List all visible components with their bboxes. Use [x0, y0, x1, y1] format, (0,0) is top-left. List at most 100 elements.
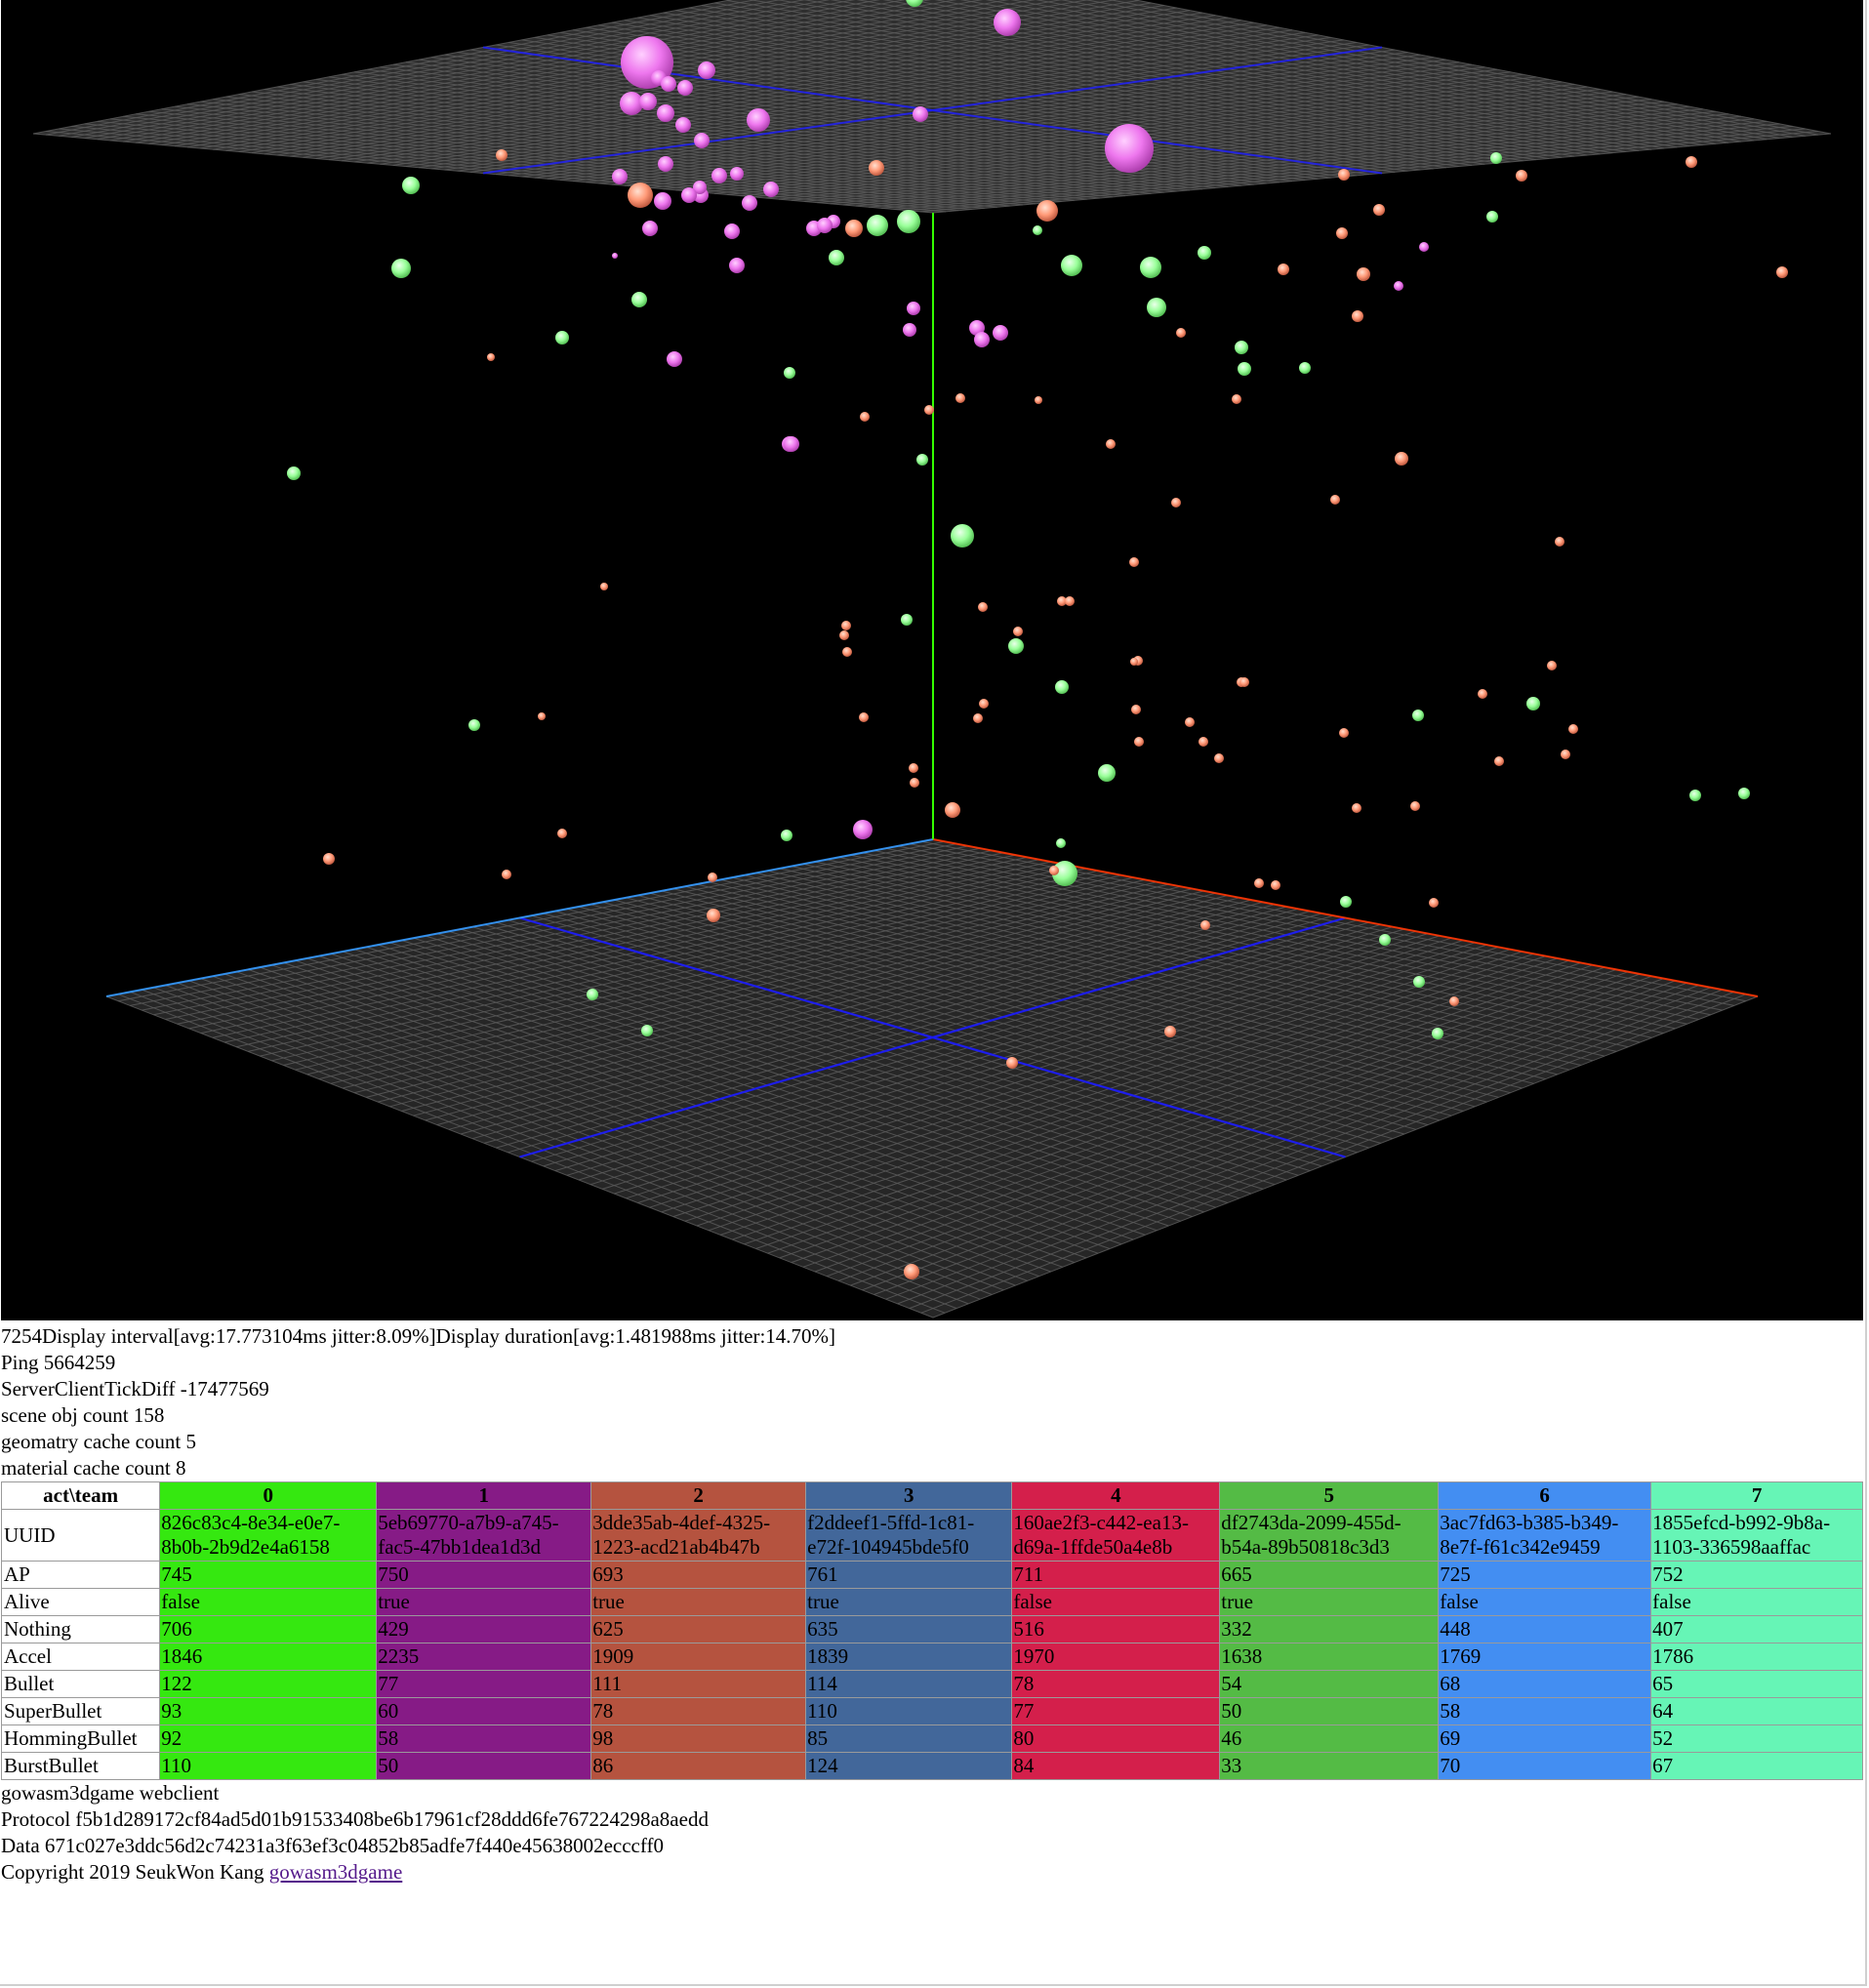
- pink-ball: [661, 76, 676, 92]
- pink-ball: [657, 104, 674, 122]
- stat-row-uuid: UUID 826c83c4-8e34-e0e7-8b0b-2b9d2e4a6158…: [0, 1509, 1863, 1562]
- salmon-ball: [496, 149, 508, 161]
- team-header-7: 7: [1650, 1481, 1863, 1510]
- green-ball: [402, 177, 420, 194]
- cell-uuid-team-6: 3ac7fd63-b385-b349-8e7f-f61c342e9459: [1438, 1509, 1652, 1562]
- green-ball: [1008, 638, 1024, 654]
- green-ball: [1379, 934, 1391, 946]
- cell-accel-team-5: 1638: [1219, 1643, 1440, 1671]
- green-ball: [1486, 211, 1498, 223]
- salmon-ball: [1410, 801, 1420, 811]
- cell-burstbullet-team-1: 50: [376, 1752, 592, 1780]
- salmon-ball: [1131, 705, 1141, 714]
- green-ball: [1526, 697, 1540, 710]
- game-3d-canvas[interactable]: [1, 0, 1863, 1320]
- salmon-ball: [1199, 737, 1208, 747]
- cell-ap-team-5: 665: [1219, 1561, 1440, 1589]
- cell-ap-team-4: 711: [1011, 1561, 1221, 1589]
- salmon-ball: [842, 647, 852, 657]
- green-ball: [1738, 788, 1750, 799]
- info-panel: 7254Display interval[avg:17.773104ms jit…: [0, 1323, 1863, 1886]
- stat-row-alive: Alive false true true true false true false fals…: [0, 1588, 1863, 1616]
- salmon-ball: [860, 412, 870, 422]
- cell-burstbullet-team-3: 124: [805, 1752, 1013, 1780]
- cell-accel-team-7: 1786: [1650, 1643, 1863, 1671]
- data-hash: Data 671c027e3ddc56d2c74231a3f63ef3c0485…: [1, 1834, 664, 1857]
- green-ball: [641, 1025, 653, 1036]
- cell-bullet-team-7: 65: [1650, 1670, 1863, 1698]
- cell-burstbullet-team-7: 67: [1650, 1752, 1863, 1780]
- salmon-ball: [1336, 227, 1348, 239]
- green-ball: [1490, 152, 1502, 164]
- pink-ball: [639, 93, 657, 110]
- cell-burstbullet-team-5: 33: [1219, 1752, 1440, 1780]
- cell-accel-team-1: 2235: [376, 1643, 592, 1671]
- cell-superbullet-team-7: 64: [1650, 1697, 1863, 1725]
- salmon-ball: [845, 220, 863, 237]
- salmon-ball: [708, 872, 717, 882]
- salmon-ball: [1357, 267, 1370, 281]
- cell-nothing-team-3: 635: [805, 1615, 1013, 1643]
- cell-alive-team-6: false: [1438, 1588, 1652, 1616]
- salmon-ball: [859, 712, 869, 722]
- salmon-ball: [1006, 1057, 1018, 1069]
- geometry-cache-count: geomatry cache count 5: [1, 1430, 196, 1453]
- ping-stats: Ping 5664259: [1, 1351, 116, 1374]
- cell-ap-team-7: 752: [1650, 1561, 1863, 1589]
- project-link[interactable]: gowasm3dgame: [268, 1860, 403, 1884]
- pink-ball: [677, 80, 693, 96]
- salmon-ball: [1339, 728, 1349, 738]
- salmon-ball: [1239, 677, 1249, 687]
- salmon-ball: [1547, 661, 1557, 670]
- salmon-ball: [979, 699, 989, 709]
- salmon-ball: [557, 829, 567, 838]
- cell-alive-team-2: true: [590, 1588, 807, 1616]
- green-ball: [1098, 764, 1116, 782]
- salmon-ball: [869, 160, 884, 176]
- pink-ball: [1394, 281, 1403, 291]
- pink-ball: [693, 181, 707, 194]
- cell-bullet-team-3: 114: [805, 1670, 1013, 1698]
- green-ball: [587, 989, 598, 1000]
- pink-ball: [1419, 242, 1429, 252]
- cell-hommingbullet-team-1: 58: [376, 1724, 592, 1753]
- salmon-ball: [1036, 200, 1058, 222]
- green-ball: [1689, 790, 1701, 801]
- salmon-ball: [1395, 452, 1408, 466]
- green-ball: [391, 259, 411, 278]
- cell-nothing-team-6: 448: [1438, 1615, 1652, 1643]
- top-grid-plane: [32, 0, 1832, 214]
- team-header-5: 5: [1219, 1481, 1440, 1510]
- green-ball: [906, 0, 923, 7]
- salmon-ball: [1429, 898, 1439, 908]
- tick-diff-stats: ServerClientTickDiff -17477569: [1, 1377, 269, 1400]
- salmon-ball: [1271, 880, 1280, 890]
- cell-alive-team-0: false: [159, 1588, 378, 1616]
- cell-alive-team-1: true: [376, 1588, 592, 1616]
- stat-row-bullet: Bullet 122 77 111 114 78 54 68 65: [0, 1670, 1863, 1698]
- salmon-ball: [707, 909, 720, 922]
- green-ball: [1412, 710, 1424, 721]
- game-objects: [287, 0, 1788, 1279]
- cell-hommingbullet-team-3: 85: [805, 1724, 1013, 1753]
- green-ball: [897, 210, 920, 233]
- pink-ball: [730, 167, 744, 181]
- row-label: HommingBullet: [0, 1724, 161, 1753]
- cell-alive-team-5: true: [1219, 1588, 1440, 1616]
- green-ball: [1235, 341, 1248, 354]
- green-ball: [951, 524, 974, 548]
- salmon-ball: [1185, 717, 1195, 727]
- footer: gowasm3dgame webclient Protocol f5b1d289…: [1, 1780, 1863, 1886]
- pink-ball: [817, 218, 833, 233]
- green-ball: [631, 292, 647, 307]
- team-header-0: 0: [159, 1481, 378, 1510]
- salmon-ball: [1561, 750, 1570, 759]
- cell-uuid-team-7: 1855efcd-b992-9b8a-1103-336598aaffac: [1650, 1509, 1863, 1562]
- cell-accel-team-6: 1769: [1438, 1643, 1652, 1671]
- pink-ball: [969, 320, 985, 336]
- row-label: Alive: [0, 1588, 161, 1616]
- cell-bullet-team-5: 54: [1219, 1670, 1440, 1698]
- pink-ball: [974, 332, 990, 347]
- pink-ball: [747, 108, 770, 132]
